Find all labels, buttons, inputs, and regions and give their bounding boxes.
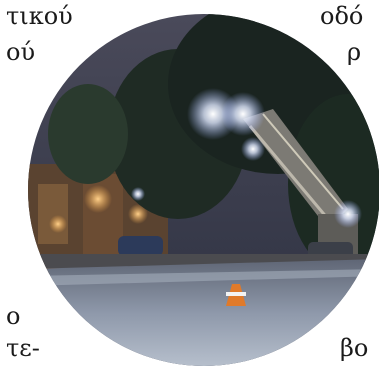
- text-fragment-left-2: ού: [6, 38, 36, 66]
- circular-photo-night-road-works: [28, 14, 379, 366]
- text-fragment-right-1: οδό: [320, 2, 364, 30]
- text-fragment-left-1: τικού: [6, 2, 73, 30]
- text-fragment-left-4: τε-: [6, 334, 40, 362]
- text-fragment-left-3: ο: [6, 302, 21, 330]
- night-road-scene-illustration: [28, 14, 379, 366]
- text-fragment-right-2: ρ: [347, 38, 362, 66]
- text-fragment-right-3: βο: [340, 334, 369, 362]
